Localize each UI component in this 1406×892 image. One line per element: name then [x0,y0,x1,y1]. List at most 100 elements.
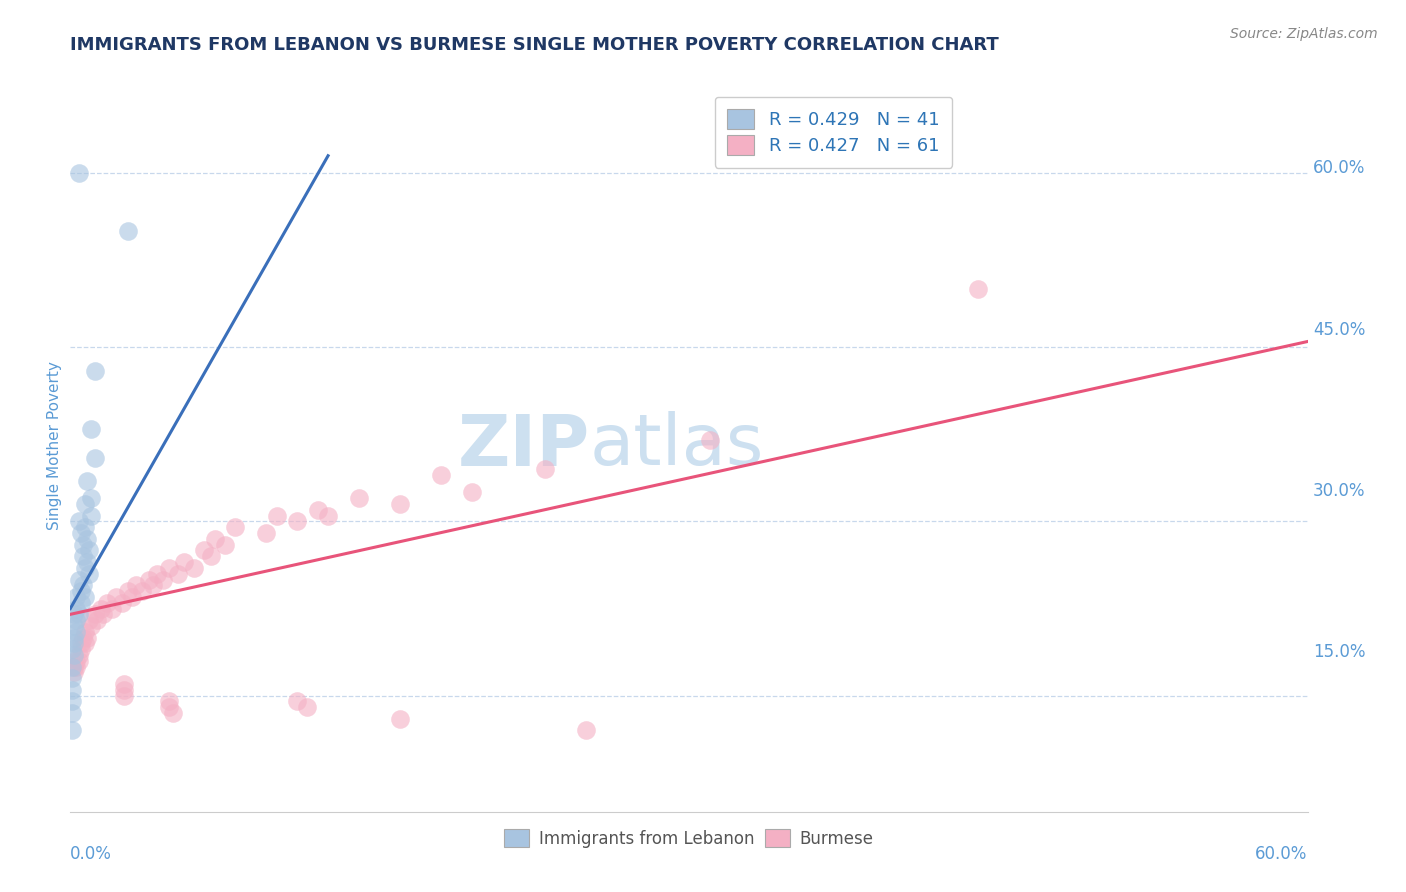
Point [72,549,94,564]
Point [77,566,100,581]
Point [60,723,83,738]
Point [224,520,246,534]
Legend: Immigrants from Lebanon, Burmese: Immigrants from Lebanon, Burmese [498,822,880,855]
Point [285,694,308,708]
Point [76,555,98,569]
Point [112,677,135,691]
Text: IMMIGRANTS FROM LEBANON VS BURMESE SINGLE MOTHER POVERTY CORRELATION CHART: IMMIGRANTS FROM LEBANON VS BURMESE SINGL… [70,36,1000,54]
Point [389,497,412,511]
Point [63,665,86,680]
Point [72,538,94,552]
Point [533,462,555,476]
Point [430,468,453,483]
Text: 0.0%: 0.0% [70,845,112,863]
Point [63,631,86,645]
Point [69,596,91,610]
Point [193,543,215,558]
Point [69,642,91,657]
Point [166,566,188,581]
Point [84,607,107,622]
Point [63,648,86,662]
Point [117,224,139,238]
Point [117,584,139,599]
Point [72,631,94,645]
Y-axis label: Single Mother Poverty: Single Mother Poverty [46,361,62,531]
Point [131,584,153,599]
Point [200,549,222,564]
Point [104,590,127,604]
Point [157,561,180,575]
Point [285,515,308,529]
Point [461,485,484,500]
Point [100,601,122,615]
Point [60,706,83,720]
Point [69,526,91,541]
Point [142,578,165,592]
Point [63,607,86,622]
Text: 60.0%: 60.0% [1256,845,1308,863]
Point [67,166,90,180]
Point [69,636,91,650]
Point [73,624,96,639]
Point [307,503,329,517]
Point [173,555,195,569]
Point [76,474,98,488]
Point [297,700,319,714]
Point [347,491,370,506]
Point [63,636,86,650]
Point [60,694,83,708]
Point [96,596,118,610]
Point [157,694,180,708]
Point [77,543,100,558]
Point [67,648,90,662]
Point [966,282,988,296]
Point [65,613,87,627]
Point [91,607,114,622]
Point [162,706,184,720]
Point [157,700,180,714]
Point [60,659,83,673]
Point [69,584,91,599]
Point [65,659,87,673]
Point [63,619,86,633]
Point [125,578,148,592]
Point [72,578,94,592]
Point [73,636,96,650]
Point [112,682,135,697]
Point [575,723,598,738]
Point [80,421,103,435]
Point [316,508,339,523]
Point [73,561,96,575]
Point [214,538,236,552]
Point [60,671,83,685]
Text: ZIP: ZIP [458,411,591,481]
Point [84,363,107,377]
Point [76,532,98,546]
Point [84,450,107,465]
Point [138,573,160,587]
Point [80,491,103,506]
Point [73,520,96,534]
Point [266,508,288,523]
Point [65,654,87,668]
Point [65,624,87,639]
Point [67,654,90,668]
Point [73,497,96,511]
Point [111,596,134,610]
Point [204,532,226,546]
Point [699,433,721,447]
Text: atlas: atlas [591,411,765,481]
Point [86,613,108,627]
Point [183,561,205,575]
Text: Source: ZipAtlas.com: Source: ZipAtlas.com [1230,27,1378,41]
Point [65,590,87,604]
Point [146,566,169,581]
Point [65,601,87,615]
Point [67,515,90,529]
Point [152,573,174,587]
Point [60,642,83,657]
Point [67,607,90,622]
Point [121,590,143,604]
Point [80,619,103,633]
Point [76,631,98,645]
